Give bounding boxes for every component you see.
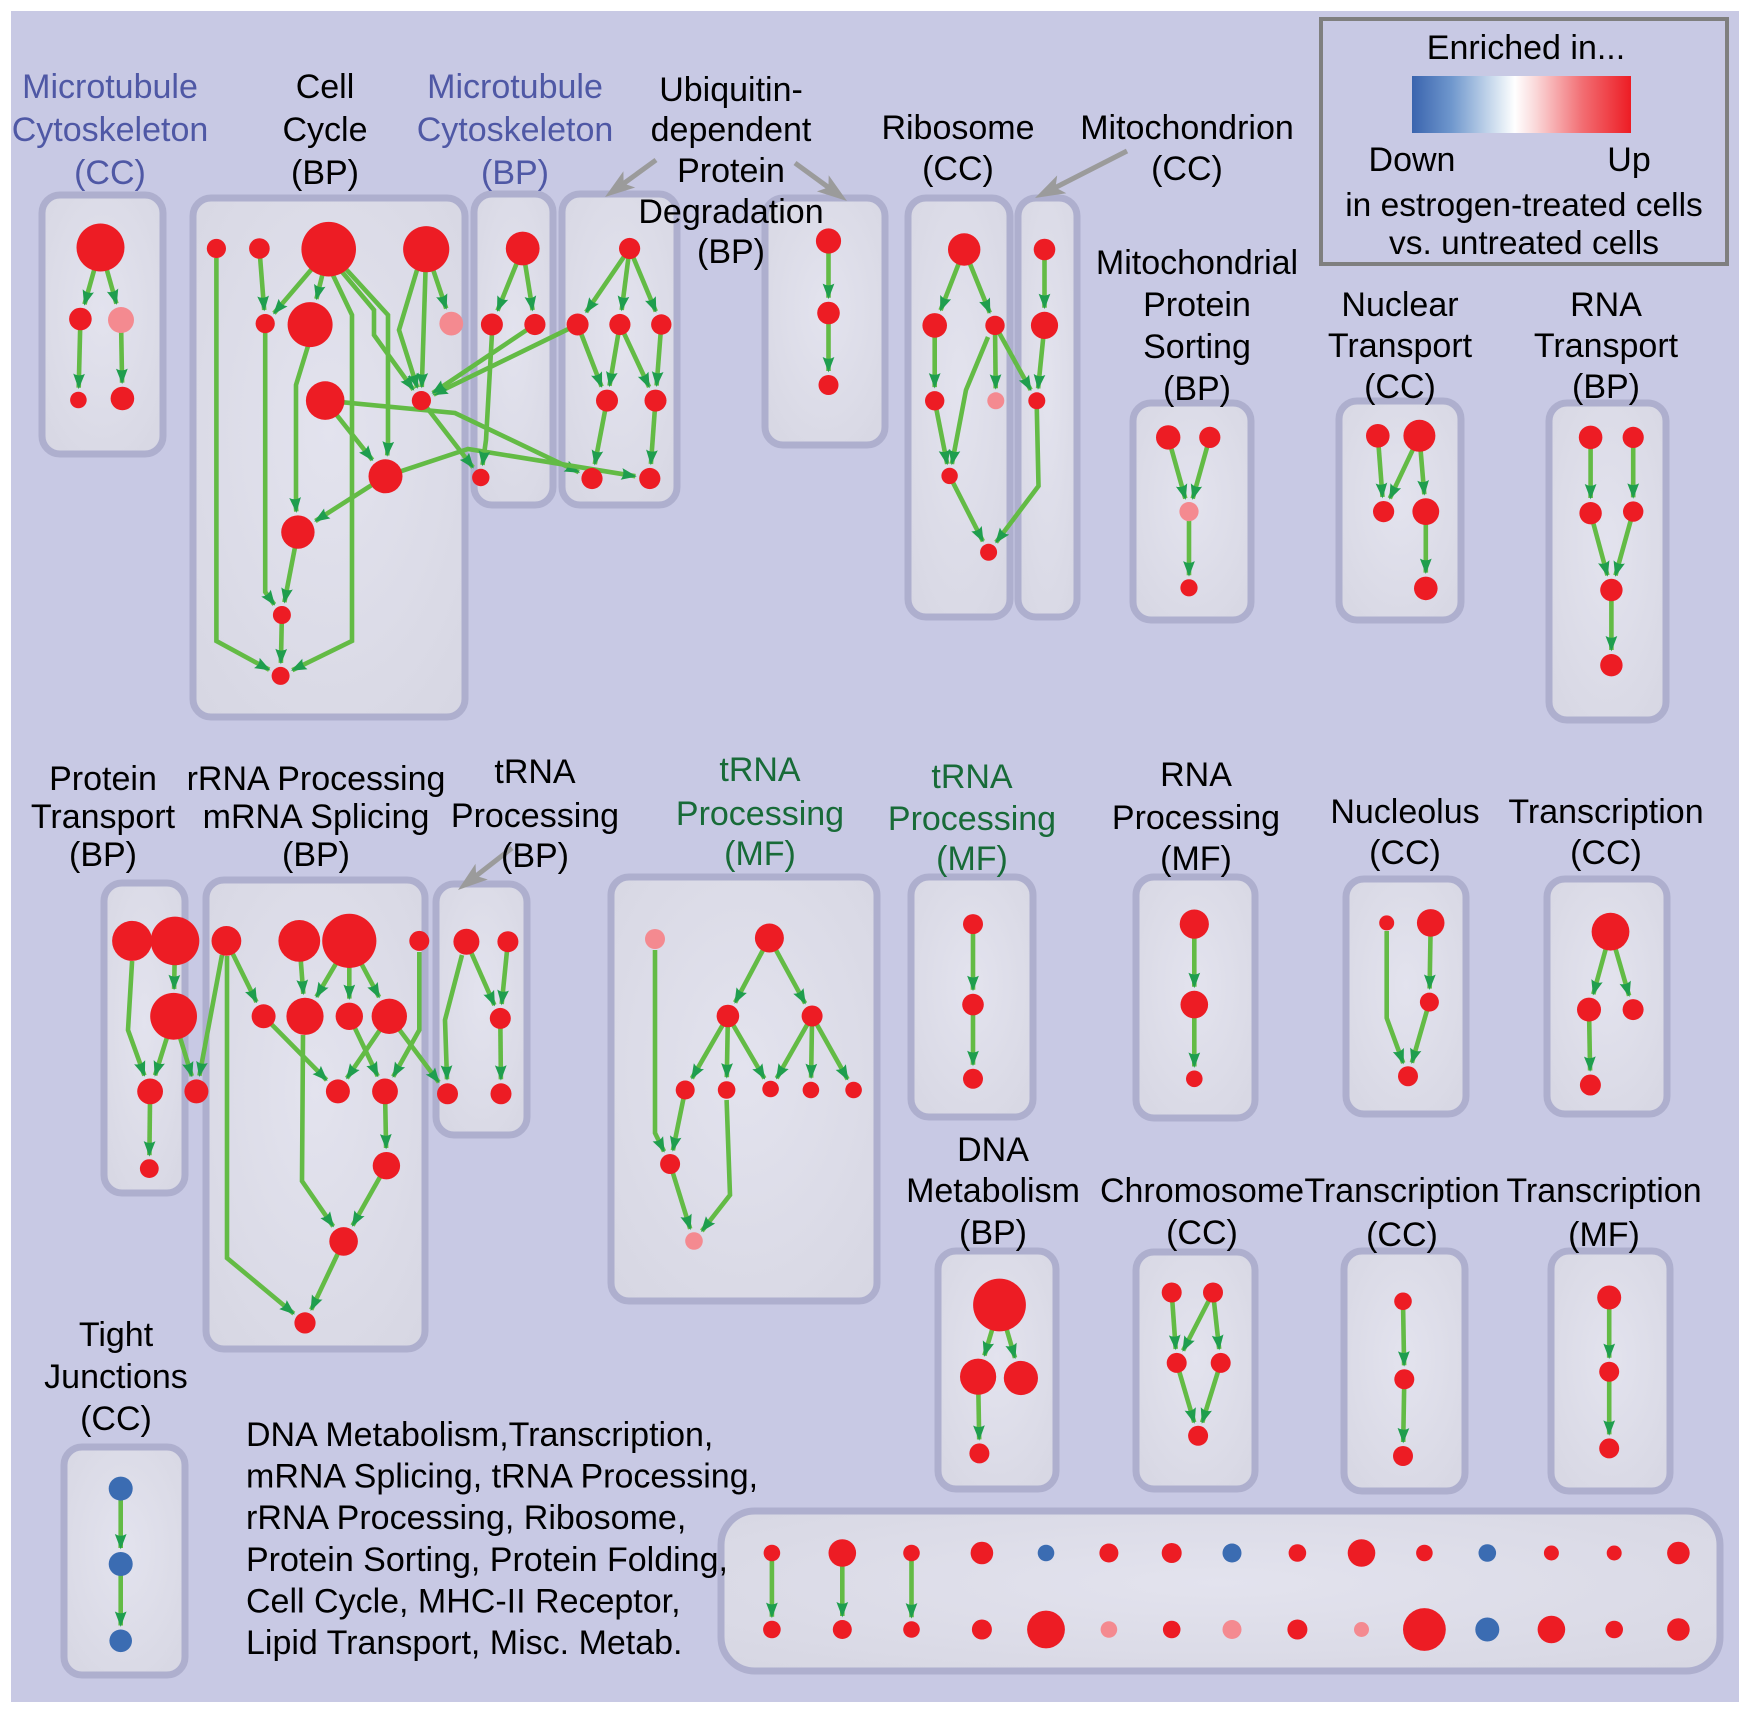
svg-text:Nuclear: Nuclear	[1341, 286, 1458, 324]
svg-text:Microtubule: Microtubule	[22, 68, 198, 106]
svg-text:Enriched in...: Enriched in...	[1427, 29, 1625, 67]
svg-text:(BP): (BP)	[69, 836, 137, 874]
svg-text:Lipid Transport, Misc. Metab.: Lipid Transport, Misc. Metab.	[246, 1624, 683, 1662]
svg-text:(CC): (CC)	[1369, 834, 1441, 872]
svg-text:DNA: DNA	[957, 1131, 1029, 1169]
svg-text:Processing: Processing	[888, 800, 1056, 838]
svg-text:Microtubule: Microtubule	[427, 68, 603, 106]
svg-text:Degradation: Degradation	[638, 193, 823, 231]
svg-text:(CC): (CC)	[80, 1400, 152, 1438]
svg-text:dependent: dependent	[651, 111, 812, 149]
svg-text:(MF): (MF)	[1160, 840, 1232, 878]
svg-text:Up: Up	[1607, 141, 1650, 179]
svg-text:tRNA: tRNA	[931, 758, 1013, 796]
svg-text:(BP): (BP)	[501, 837, 569, 875]
svg-text:tRNA: tRNA	[719, 751, 801, 789]
svg-text:Processing: Processing	[451, 797, 619, 835]
svg-text:Transcription: Transcription	[1506, 1172, 1701, 1210]
svg-text:RNA: RNA	[1570, 286, 1642, 324]
svg-text:Sorting: Sorting	[1143, 328, 1251, 366]
svg-text:Transport: Transport	[1328, 327, 1473, 365]
svg-text:(CC): (CC)	[1151, 150, 1223, 188]
svg-text:Transcription: Transcription	[1304, 1172, 1499, 1210]
svg-text:DNA Metabolism,Transcription,: DNA Metabolism,Transcription,	[246, 1416, 713, 1454]
svg-text:Tight: Tight	[79, 1316, 154, 1354]
svg-text:Mitochondrial: Mitochondrial	[1096, 244, 1298, 282]
svg-text:Cycle: Cycle	[282, 111, 367, 149]
svg-text:(BP): (BP)	[697, 233, 765, 271]
svg-text:Protein: Protein	[677, 152, 785, 190]
svg-text:(CC): (CC)	[922, 150, 994, 188]
svg-text:(BP): (BP)	[282, 836, 350, 874]
svg-text:Cell Cycle, MHC-II Receptor,: Cell Cycle, MHC-II Receptor,	[246, 1582, 681, 1620]
svg-text:RNA: RNA	[1160, 756, 1232, 794]
svg-text:rRNA Processing, Ribosome,: rRNA Processing, Ribosome,	[246, 1499, 686, 1537]
svg-text:Processing: Processing	[1112, 799, 1280, 837]
svg-text:(BP): (BP)	[481, 154, 549, 192]
svg-text:Protein: Protein	[49, 760, 157, 798]
svg-text:Nucleolus: Nucleolus	[1330, 793, 1479, 831]
svg-text:(CC): (CC)	[1570, 834, 1642, 872]
svg-text:(CC): (CC)	[1364, 368, 1436, 406]
svg-text:vs. untreated cells: vs. untreated cells	[1389, 225, 1659, 262]
svg-text:Protein: Protein	[1143, 286, 1251, 324]
svg-text:rRNA Processing: rRNA Processing	[187, 760, 446, 798]
svg-text:in estrogen-treated cells: in estrogen-treated cells	[1345, 187, 1703, 224]
svg-text:Transcription: Transcription	[1508, 793, 1703, 831]
svg-text:mRNA Splicing: mRNA Splicing	[203, 798, 430, 836]
svg-text:(CC): (CC)	[1366, 1216, 1438, 1254]
svg-text:Metabolism: Metabolism	[906, 1172, 1080, 1210]
svg-text:(MF): (MF)	[724, 835, 796, 873]
svg-text:Cytoskeleton: Cytoskeleton	[417, 111, 614, 149]
svg-text:mRNA Splicing, tRNA Processing: mRNA Splicing, tRNA Processing,	[246, 1458, 758, 1496]
svg-text:Ribosome: Ribosome	[881, 109, 1034, 147]
svg-text:(BP): (BP)	[1163, 370, 1231, 408]
svg-text:Cell: Cell	[296, 68, 355, 106]
svg-text:Cytoskeleton: Cytoskeleton	[12, 111, 209, 149]
svg-text:tRNA: tRNA	[494, 753, 576, 791]
svg-text:(MF): (MF)	[936, 840, 1008, 878]
svg-text:Chromosome: Chromosome	[1100, 1172, 1304, 1210]
svg-text:(MF): (MF)	[1568, 1216, 1640, 1254]
svg-text:Processing: Processing	[676, 795, 844, 833]
svg-text:(BP): (BP)	[1572, 368, 1640, 406]
svg-text:Transport: Transport	[1534, 327, 1679, 365]
svg-text:Junctions: Junctions	[44, 1358, 188, 1396]
svg-text:Ubiquitin-: Ubiquitin-	[659, 71, 803, 109]
svg-text:Down: Down	[1369, 141, 1456, 179]
svg-text:(CC): (CC)	[74, 154, 146, 192]
svg-text:Transport: Transport	[31, 798, 176, 836]
svg-text:(BP): (BP)	[959, 1214, 1027, 1252]
svg-text:Mitochondrion: Mitochondrion	[1080, 109, 1294, 147]
svg-text:(CC): (CC)	[1166, 1214, 1238, 1252]
svg-text:(BP): (BP)	[291, 154, 359, 192]
svg-text:Protein Sorting, Protein Foldi: Protein Sorting, Protein Folding,	[246, 1541, 728, 1579]
